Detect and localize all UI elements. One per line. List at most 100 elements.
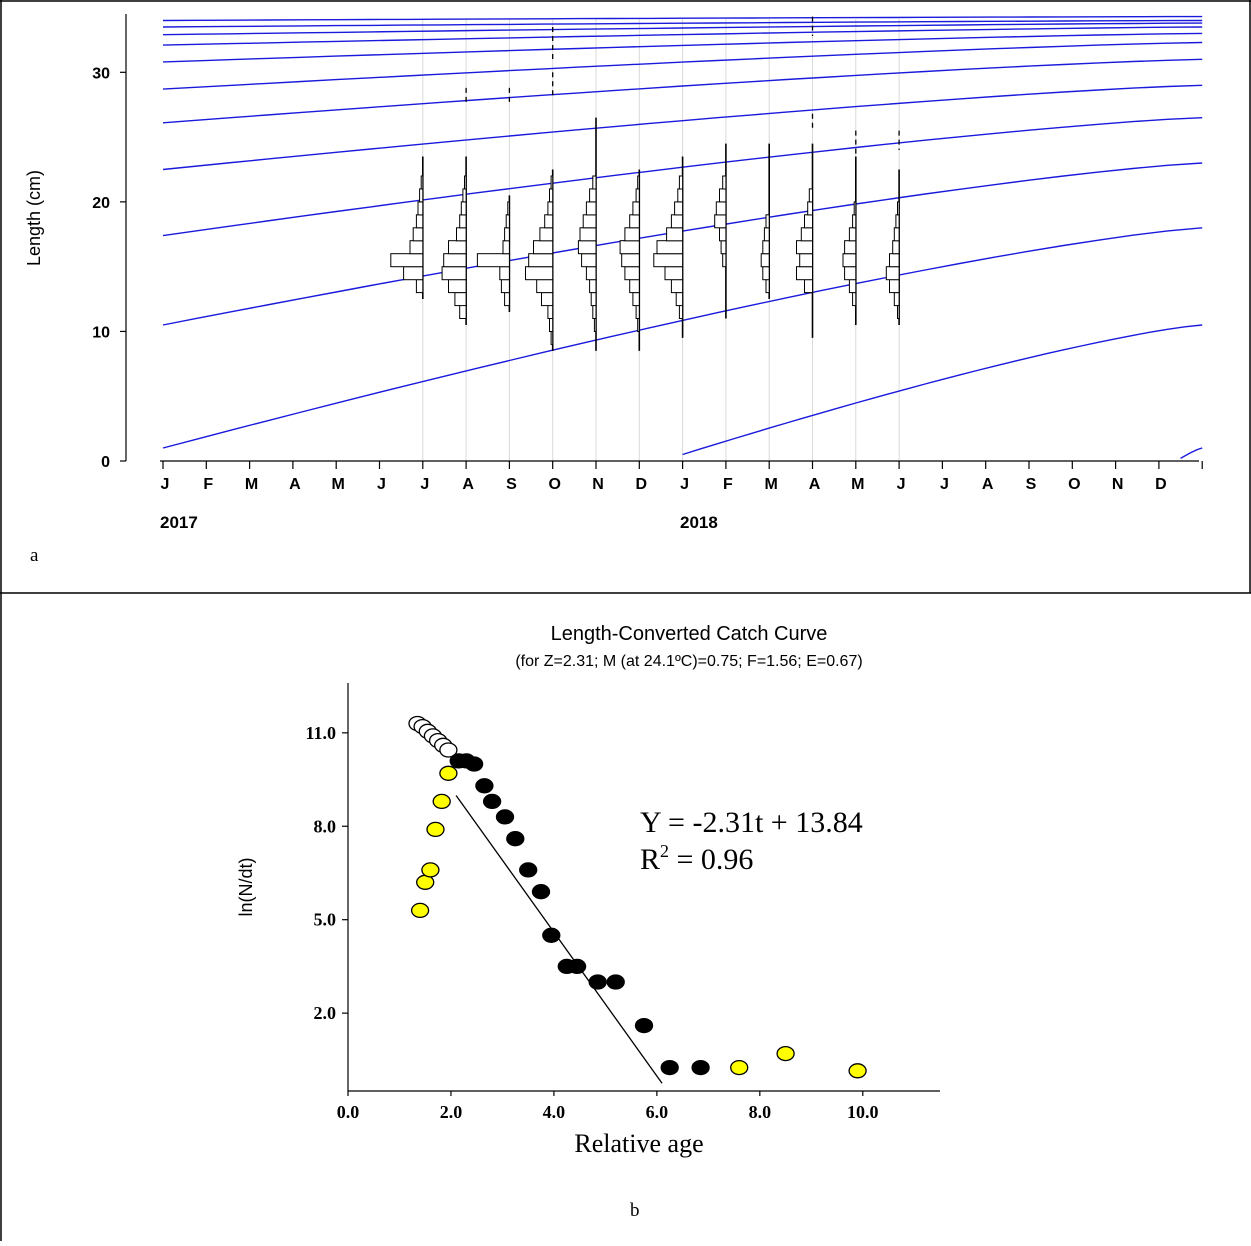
histogram-bar <box>765 214 770 229</box>
a-dashed-markers <box>465 16 900 157</box>
b-chart-title: Length-Converted Catch Curve <box>551 623 828 645</box>
a-month-label: F <box>723 476 733 493</box>
histogram-bar <box>417 201 424 216</box>
histogram-bar <box>502 240 510 255</box>
histogram-bar <box>550 175 554 190</box>
histogram-bar <box>525 266 554 281</box>
a-month-label: O <box>1068 476 1080 493</box>
a-month-label: M <box>245 476 258 493</box>
point-filled <box>475 778 494 794</box>
b-x-tick-label: 10.0 <box>847 1102 879 1122</box>
histogram-bar <box>415 214 424 229</box>
histogram-bar <box>719 188 727 203</box>
growth-curve <box>162 19 1203 28</box>
point-yellow <box>439 765 458 781</box>
histogram-bar <box>581 253 597 268</box>
histogram-bar <box>842 253 857 268</box>
r-squared-exponent: 2 <box>660 841 669 861</box>
histogram-bar <box>760 253 770 268</box>
histogram-bar <box>462 188 467 203</box>
histogram-bar <box>844 240 857 255</box>
b-x-tick-label: 2.0 <box>440 1102 463 1122</box>
histogram-bar <box>549 318 554 332</box>
histogram-bar <box>585 201 597 216</box>
histogram-bar <box>528 253 554 268</box>
histogram-bar <box>807 201 814 216</box>
a-month-label: D <box>1155 476 1167 493</box>
histogram-bar <box>656 240 684 255</box>
a-histograms <box>390 117 900 351</box>
point-filled <box>606 974 625 990</box>
histogram-bar <box>799 253 814 268</box>
histogram-bar <box>454 292 467 307</box>
point-yellow <box>432 793 451 810</box>
growth-curve <box>162 15 1203 22</box>
histogram-bar <box>592 305 597 319</box>
b-y-tick-label: 2.0 <box>314 1003 337 1023</box>
a-month-label: A <box>809 476 821 493</box>
a-month-label: A <box>289 476 301 493</box>
a-month-label: M <box>765 476 778 493</box>
a-month-label: J <box>940 476 949 493</box>
histogram-bar <box>476 253 510 268</box>
histogram-bar <box>653 253 684 268</box>
histogram-bar <box>507 201 510 216</box>
b-x-axis-label: Relative age <box>574 1129 703 1158</box>
histogram-bar <box>889 253 900 268</box>
histogram-bar <box>848 279 857 294</box>
regression-equation: Y = -2.31t + 13.84 <box>640 806 863 839</box>
histogram-bar <box>585 266 597 281</box>
a-month-label: M <box>851 476 864 493</box>
histogram-bar <box>448 240 467 255</box>
histogram-bar <box>893 292 900 307</box>
histogram-bar <box>420 175 424 190</box>
point-yellow <box>730 1059 749 1076</box>
a-y-tick-label: 20 <box>92 195 110 212</box>
point-yellow <box>410 902 430 919</box>
point-filled <box>531 884 551 900</box>
histogram-bar <box>592 175 597 190</box>
r-squared-text: R2 = 0.96 <box>640 841 753 876</box>
histogram-bar <box>544 214 554 229</box>
histogram-bar <box>624 266 640 281</box>
b-axes <box>347 683 940 1092</box>
growth-curve <box>682 324 1203 456</box>
a-month-label: D <box>636 476 648 493</box>
histogram-bar <box>852 292 857 307</box>
histogram-bar <box>722 175 727 190</box>
histogram-bar <box>549 188 554 203</box>
point-yellow <box>776 1045 795 1062</box>
a-y-tick-label: 0 <box>101 454 110 471</box>
a-month-label: M <box>332 476 345 493</box>
panel-b: Length-Converted Catch Curve (for Z=2.31… <box>236 623 940 1221</box>
point-filled <box>495 809 515 825</box>
b-x-tick-label: 8.0 <box>749 1102 772 1122</box>
a-y-ticks: 0 10 20 30 <box>92 65 126 471</box>
histogram-bar <box>443 253 467 268</box>
point-filled <box>519 862 538 878</box>
histogram-bar <box>577 240 597 255</box>
histogram-bar <box>441 266 467 281</box>
histogram-bar <box>763 227 770 242</box>
growth-curve <box>162 32 1203 63</box>
histogram-bar <box>403 266 424 281</box>
point-filled <box>567 958 587 975</box>
histogram-bar <box>895 214 900 229</box>
histogram-bar <box>590 292 597 307</box>
b-y-tick-label: 8.0 <box>314 816 337 836</box>
panel-a-label: a <box>30 545 39 566</box>
histogram-bar <box>419 188 424 203</box>
point-filled <box>542 927 561 943</box>
a-month-label: N <box>1112 476 1124 493</box>
histogram-bar <box>448 279 467 294</box>
point-yellow <box>426 821 445 838</box>
panel-a: 0 10 20 30 J F M A M J J A S O N D J F M A M J J A S O N D Length … <box>24 14 1203 566</box>
histogram-bar <box>762 266 770 281</box>
b-y-tick-label: 5.0 <box>314 910 337 930</box>
histogram-bar <box>582 214 597 229</box>
histogram-bar <box>804 279 813 294</box>
a-month-label: A <box>982 476 994 493</box>
histogram-bar <box>765 279 770 294</box>
